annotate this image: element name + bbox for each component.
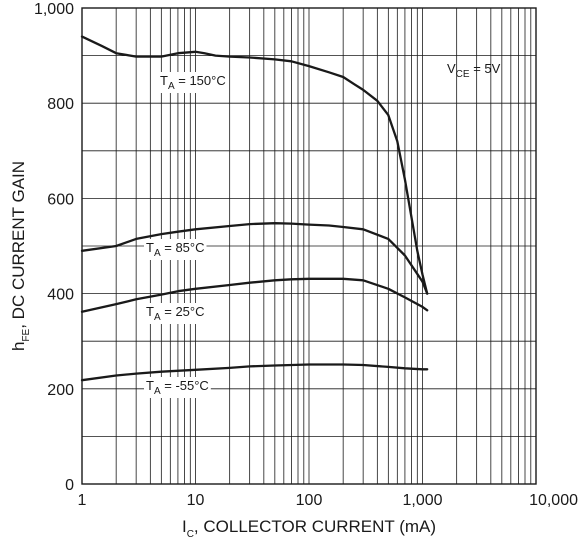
x-tick-label: 10,000 (529, 492, 578, 509)
x-tick-label: 1 (78, 492, 87, 509)
plot-frame (81, 7, 537, 485)
y-tick-label: 200 (47, 382, 74, 399)
y-axis-label: hFE, DC CURRENT GAIN (9, 161, 32, 351)
series-label-2: TA = 85°C (144, 239, 207, 260)
y-tick-label: 400 (47, 287, 74, 304)
curves (80, 35, 429, 382)
x-axis-label: IC, COLLECTOR CURRENT (mA) (182, 517, 436, 540)
series-line-2 (80, 222, 429, 295)
y-tick-label: 0 (65, 477, 74, 494)
x-tick-label: 1,000 (402, 492, 442, 509)
y-tick-label: 800 (47, 96, 74, 113)
series-label-background (158, 72, 228, 93)
y-tick-labels: 0 200 400 600 800 1,000 (34, 1, 74, 494)
vce-condition-label: VCE = 5V (447, 61, 501, 80)
series-label-3: TA = 25°C (144, 303, 207, 324)
series-label-background (144, 303, 207, 324)
series-line-1 (80, 35, 429, 295)
series-label-text: TA = 25°C (146, 304, 205, 323)
series-label-background (144, 377, 211, 398)
y-tick-label: 600 (47, 191, 74, 208)
series-labels: TA = 150°C TA = 85°C TA = 25°C TA = -55°C (144, 72, 228, 398)
series-label-1: TA = 150°C (158, 72, 228, 93)
x-tick-label: 10 (187, 492, 205, 509)
series-label-text: TA = 150°C (160, 73, 226, 92)
y-tick-label: 1,000 (34, 1, 74, 18)
series-line-4 (80, 363, 429, 382)
series-label-background (144, 239, 207, 260)
series-line-3 (80, 277, 429, 313)
series-label-4: TA = -55°C (144, 377, 211, 398)
x-tick-labels: 1 10 100 1,000 10,000 (78, 492, 579, 509)
series-label-text: TA = -55°C (146, 378, 209, 397)
series-label-text: TA = 85°C (146, 240, 205, 259)
x-tick-label: 100 (296, 492, 323, 509)
